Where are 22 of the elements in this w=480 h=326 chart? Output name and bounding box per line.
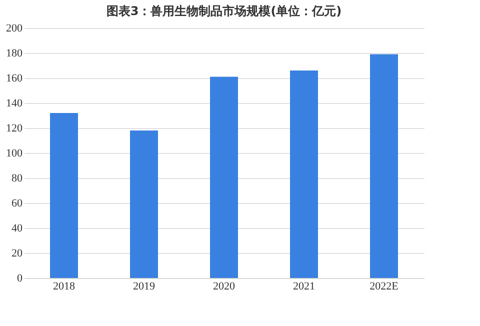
y-tick-label: 200 — [6, 22, 23, 34]
x-tick-label: 2020 — [213, 280, 236, 292]
bar — [50, 113, 78, 278]
x-tick-label: 2021 — [293, 280, 315, 292]
bar — [370, 54, 398, 278]
bar — [290, 70, 318, 278]
y-tick-label: 20 — [12, 248, 23, 260]
x-tick-label: 2022E — [370, 280, 399, 292]
x-tick-label: 2018 — [53, 280, 76, 292]
x-tick-label: 2019 — [133, 280, 156, 292]
y-tick-label: 100 — [6, 148, 23, 160]
y-tick-label: 40 — [12, 222, 23, 234]
y-tick-label: 60 — [12, 198, 23, 210]
y-tick-label: 0 — [17, 272, 23, 284]
y-tick-label: 180 — [6, 48, 23, 60]
y-tick-label: 80 — [12, 172, 23, 184]
bar — [130, 130, 158, 278]
y-tick-label: 140 — [6, 98, 23, 110]
chart-title: 图表3：兽用生物制品市场规模(单位：亿元) — [106, 4, 342, 18]
y-tick-label: 160 — [6, 72, 23, 84]
bar — [210, 76, 238, 278]
y-tick-label: 120 — [6, 122, 23, 134]
